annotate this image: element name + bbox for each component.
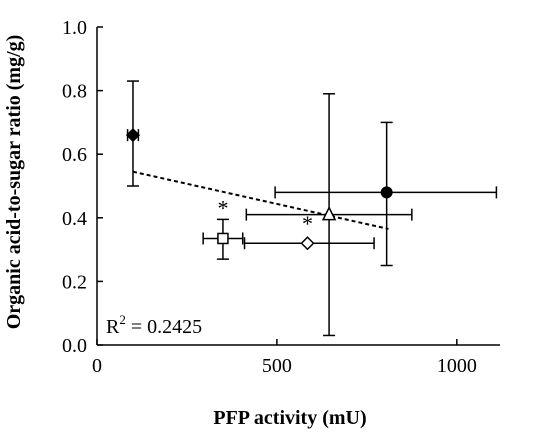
data-point-group xyxy=(245,93,413,337)
data-point-marker xyxy=(300,236,315,251)
r2-prefix: R xyxy=(106,316,120,338)
significance-star: * xyxy=(302,211,313,236)
data-point-group: * xyxy=(243,211,375,251)
y-tick-label: 0.8 xyxy=(62,81,87,103)
r2-value: = 0.2425 xyxy=(126,316,202,338)
x-tick-label: 1000 xyxy=(437,355,477,377)
data-point-group xyxy=(125,80,141,187)
y-ticks: 0.0 0.2 0.4 0.6 0.8 1.0 xyxy=(62,17,103,357)
significance-star: * xyxy=(217,195,228,220)
y-tick-label: 0.4 xyxy=(62,208,87,230)
y-tick-label: 0.0 xyxy=(62,335,87,357)
x-axis-title: PFP activity (mU) xyxy=(213,407,366,429)
data-point-marker xyxy=(125,128,141,143)
y-axis-title-group: Organic acid-to-sugar ratio (mg/g) xyxy=(3,35,25,330)
data-point-group xyxy=(274,121,498,267)
trendline-layer xyxy=(132,170,389,230)
points-layer: ** xyxy=(125,80,498,337)
x-tick-label: 0 xyxy=(92,355,102,377)
data-point-marker xyxy=(217,232,229,245)
r2-superscript: 2 xyxy=(119,312,126,327)
x-ticks: 0 500 1000 xyxy=(92,339,477,377)
r2-annotation: R2 = 0.2425 xyxy=(106,312,202,338)
y-tick-label: 0.6 xyxy=(62,144,87,166)
y-tick-label: 1.0 xyxy=(62,17,87,39)
data-point-marker xyxy=(380,186,393,199)
data-point-marker xyxy=(321,205,337,221)
data-point-group: * xyxy=(202,195,244,260)
x-tick-label: 500 xyxy=(262,355,292,377)
y-tick-label: 0.2 xyxy=(62,271,87,293)
y-axis-title: Organic acid-to-sugar ratio (mg/g) xyxy=(3,35,25,330)
trendline xyxy=(132,170,389,230)
